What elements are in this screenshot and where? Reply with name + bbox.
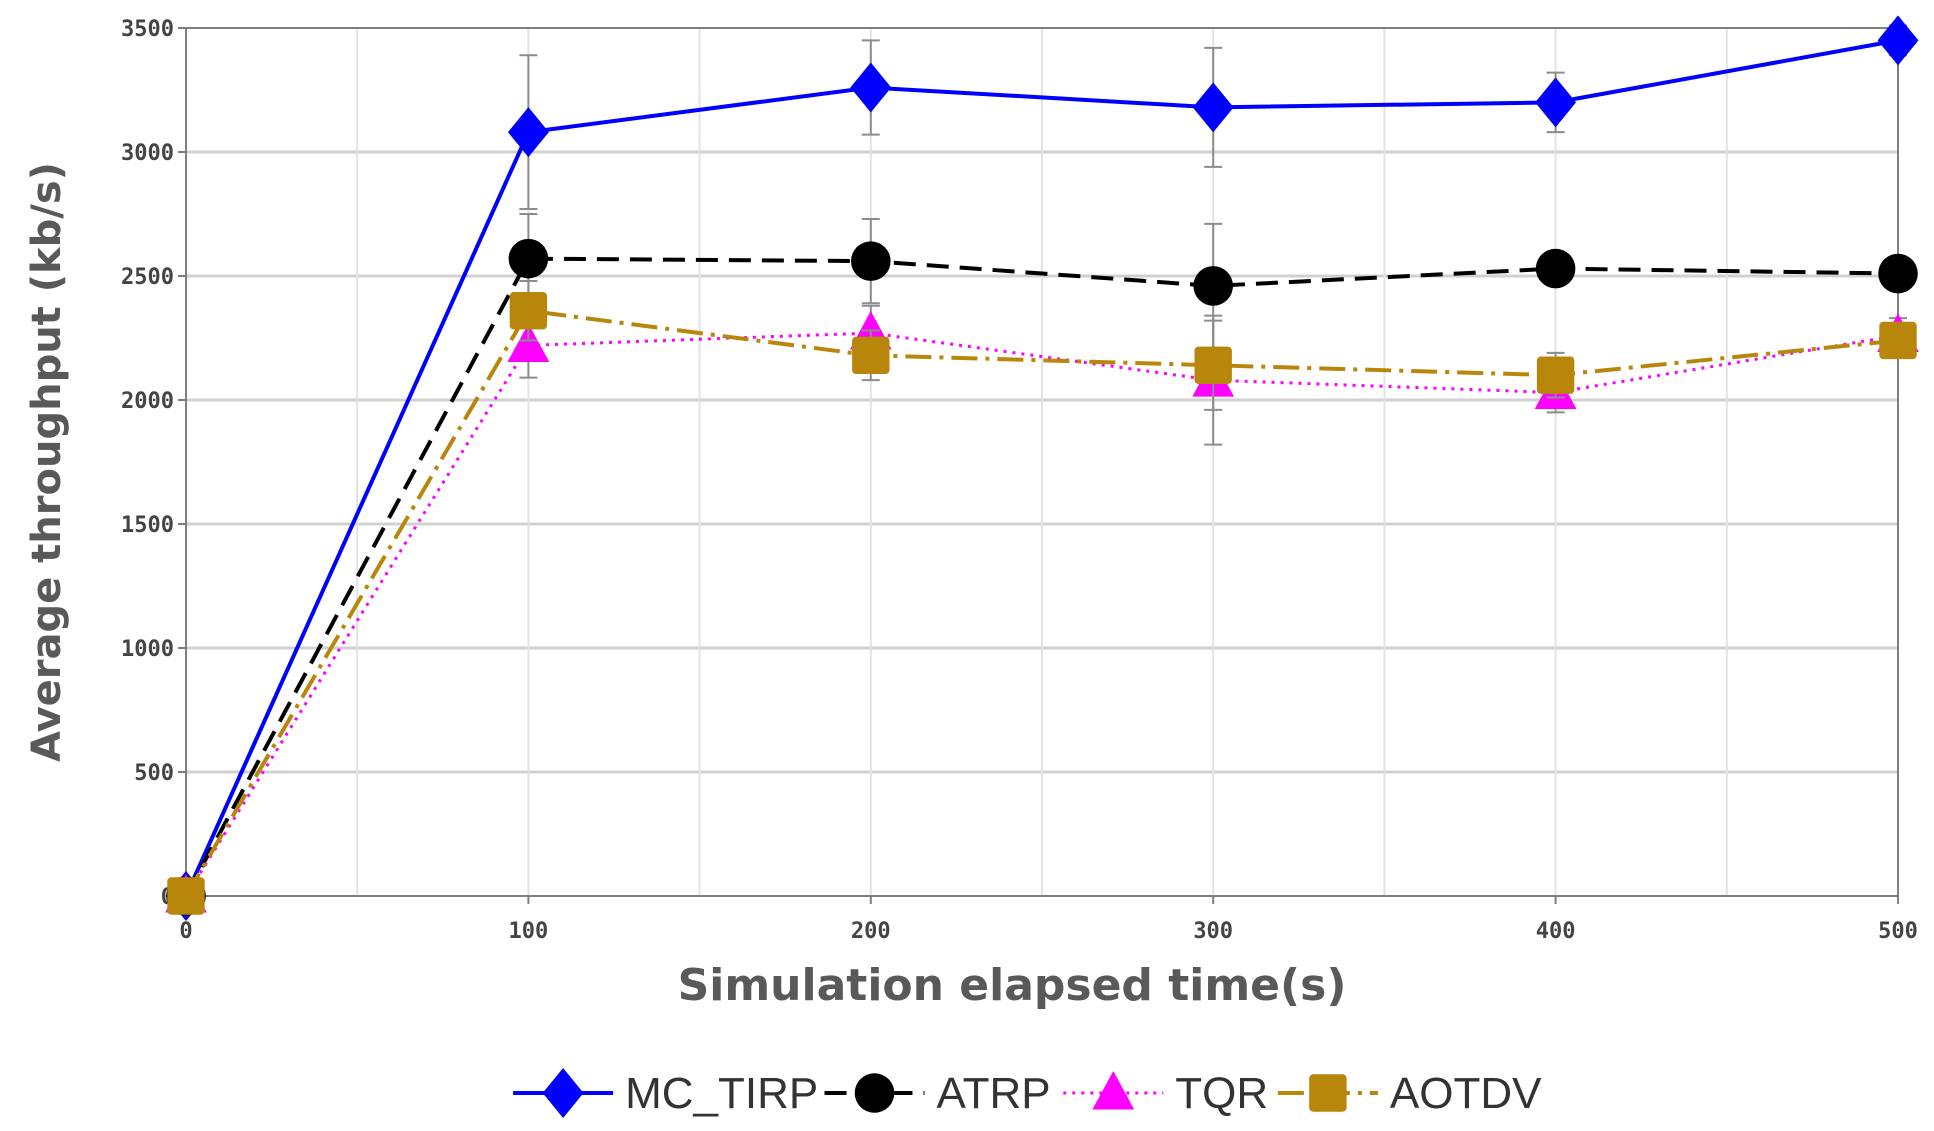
y-tick-label: 2000 xyxy=(121,389,174,414)
legend-label: MC_TIRP xyxy=(625,1069,818,1118)
y-tick-label: 1000 xyxy=(121,637,174,662)
series-line xyxy=(184,38,1899,897)
y-tick-label: 3000 xyxy=(121,141,174,166)
data-point xyxy=(1192,82,1234,133)
data-point xyxy=(1879,321,1917,360)
legend-label: TQR xyxy=(1175,1069,1268,1118)
legend-label: AOTDV xyxy=(1390,1069,1542,1118)
y-tick-label: 2500 xyxy=(121,265,174,290)
data-point xyxy=(1536,356,1575,394)
data-point xyxy=(507,323,550,362)
data-point xyxy=(1194,346,1232,384)
y-tick-label: 1500 xyxy=(121,513,174,538)
legend-marker xyxy=(854,1073,895,1113)
legend-marker xyxy=(1092,1071,1135,1110)
x-tick-label: 500 xyxy=(1878,919,1918,944)
x-tick-label: 0 xyxy=(179,919,192,944)
y-axis-title: Average throughput (kb/s) xyxy=(24,162,70,762)
data-point xyxy=(1877,15,1919,66)
x-axis-title: Simulation elapsed time(s) xyxy=(678,960,1347,1011)
y-tick-label: 3500 xyxy=(121,17,174,42)
legend-item-aotdv: AOTDV xyxy=(1277,1069,1542,1118)
series-line xyxy=(184,331,1899,897)
data-point xyxy=(851,241,891,281)
x-tick-label: 400 xyxy=(1536,919,1576,944)
plot-area-frame xyxy=(185,27,1899,897)
series-aotdv xyxy=(167,279,1917,915)
x-tick-label: 300 xyxy=(1193,919,1233,944)
legend-item-atrp: ATRP xyxy=(824,1069,1051,1118)
data-point xyxy=(1535,77,1577,128)
data-point xyxy=(1535,248,1576,289)
data-point xyxy=(1193,266,1233,306)
data-point xyxy=(508,238,549,279)
series-layer xyxy=(165,15,1919,921)
axis-ticks: 0500100015002000250030003500010020030040… xyxy=(121,17,1918,944)
data-point xyxy=(852,336,890,375)
legend-label: ATRP xyxy=(937,1069,1051,1118)
data-point xyxy=(850,62,892,113)
data-point xyxy=(507,107,549,158)
legend-item-tqr: TQR xyxy=(1063,1069,1268,1118)
series-line xyxy=(184,308,1899,898)
x-tick-label: 100 xyxy=(509,919,549,944)
legend-marker xyxy=(1309,1074,1347,1112)
data-point xyxy=(1878,253,1918,294)
series-line xyxy=(184,256,1899,897)
data-point xyxy=(509,292,548,330)
y-tick-label: 500 xyxy=(134,761,174,786)
legend-item-mc-tirp: MC_TIRP xyxy=(513,1068,818,1118)
x-tick-label: 200 xyxy=(851,919,891,944)
legend-marker xyxy=(542,1068,584,1118)
legend: MC_TIRP ATRP TQR AOTDV xyxy=(513,1068,1542,1118)
data-point xyxy=(167,877,205,915)
